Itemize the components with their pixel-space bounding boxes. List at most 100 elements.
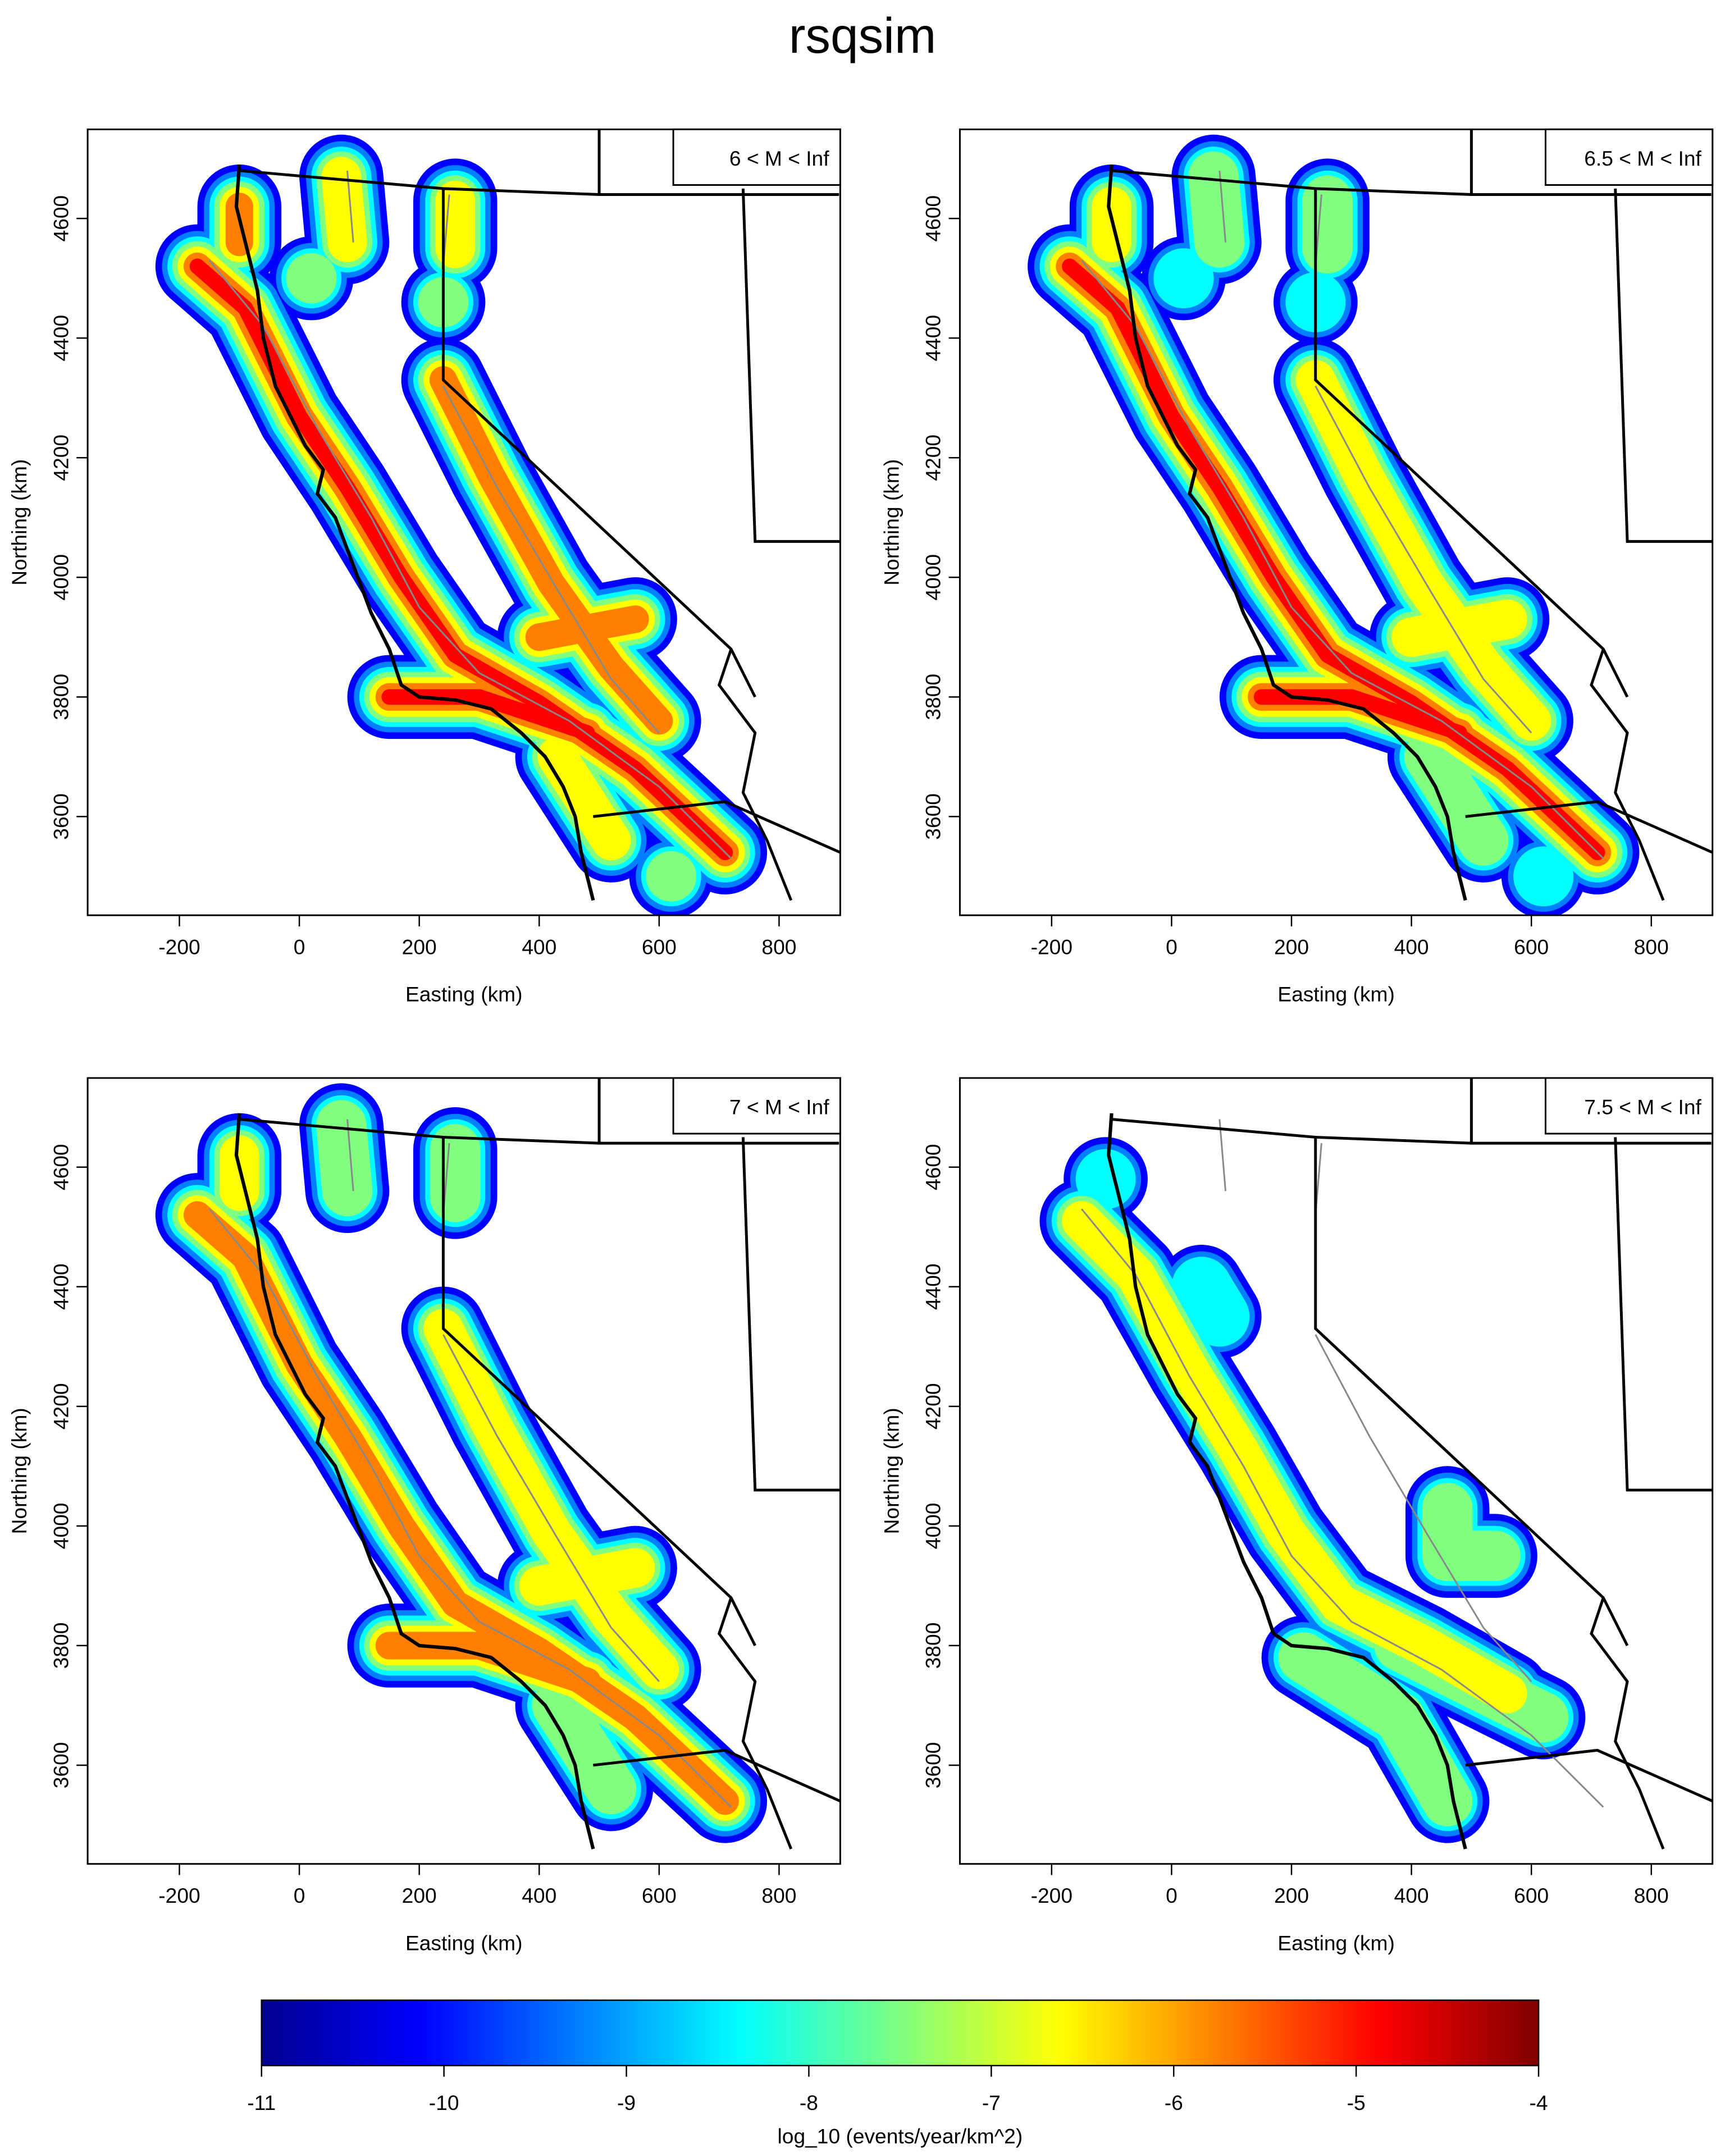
- y-tick-label: 4400: [49, 315, 72, 362]
- y-tick-label: 3800: [49, 1623, 72, 1669]
- state-border: [1590, 1597, 1665, 1850]
- heat-band: [1391, 599, 1527, 657]
- fault-trace: [1315, 385, 1532, 734]
- y-tick-label: 4400: [49, 1263, 72, 1310]
- heat-band: [1422, 1483, 1521, 1581]
- heat-band: [429, 366, 673, 735]
- plot-frame: [86, 128, 841, 916]
- x-tick-label: 400: [522, 1884, 556, 1907]
- state-border: [1111, 1118, 1712, 1145]
- x-tick-label: 400: [1394, 935, 1429, 959]
- state-border: [441, 188, 756, 698]
- state-border: [1465, 800, 1713, 854]
- state-border: [1314, 1137, 1629, 1647]
- state-border: [441, 1137, 756, 1647]
- x-axis-label: Easting (km): [405, 983, 523, 1006]
- fault-trace: [346, 170, 354, 243]
- x-tick-label: -200: [1031, 1884, 1073, 1907]
- x-tick-label: 200: [402, 1884, 437, 1907]
- colorbar: [261, 1999, 1540, 2067]
- panel-label-box: [1544, 128, 1714, 186]
- fault-trace: [1315, 1334, 1532, 1682]
- x-tick-label: 0: [294, 1884, 305, 1907]
- coastline: [234, 165, 595, 901]
- heat-band: [1278, 1632, 1473, 1826]
- state-border: [1590, 648, 1665, 901]
- heat-band: [537, 737, 631, 861]
- fault-trace: [346, 1119, 354, 1191]
- y-tick-label: 4600: [49, 1144, 72, 1190]
- state-border: [239, 1118, 839, 1145]
- x-tick-label: 600: [1514, 1884, 1549, 1907]
- y-axis-label: Northing (km): [879, 1408, 903, 1534]
- fault-trace: [442, 385, 660, 734]
- x-tick-label: 200: [1274, 1884, 1309, 1907]
- state-border: [1614, 188, 1713, 543]
- x-tick-label: 0: [294, 935, 305, 959]
- colorbar-tick-label: -8: [800, 2091, 818, 2114]
- fault-trace: [1219, 1119, 1227, 1191]
- x-tick-label: 0: [1166, 935, 1178, 959]
- state-border: [1111, 169, 1712, 196]
- state-border: [1314, 188, 1629, 698]
- heat-band: [1404, 731, 1509, 866]
- x-tick-label: 800: [1634, 1884, 1669, 1907]
- colorbar-tick-label: -10: [429, 2091, 459, 2114]
- y-axis-label: Northing (km): [7, 459, 31, 586]
- map-area: [155, 129, 841, 916]
- x-tick-label: 0: [1166, 1884, 1178, 1907]
- y-tick-label: 4000: [49, 1503, 72, 1550]
- state-border: [717, 648, 793, 901]
- panel-label: 7 < M < Inf: [729, 1095, 829, 1118]
- x-tick-label: 800: [761, 1884, 796, 1907]
- y-tick-label: 3600: [49, 793, 72, 840]
- x-axis-label: Easting (km): [405, 1931, 523, 1954]
- x-tick-label: 800: [1634, 935, 1669, 959]
- y-tick-label: 4400: [921, 315, 945, 362]
- fault-trace: [442, 1334, 660, 1682]
- state-border: [239, 169, 839, 196]
- y-tick-label: 4200: [921, 1383, 945, 1429]
- x-tick-label: 600: [642, 935, 677, 959]
- panel-label-box: [672, 128, 841, 186]
- y-tick-label: 3600: [921, 1742, 945, 1789]
- x-tick-label: 400: [1394, 1884, 1429, 1907]
- plot-frame: [959, 1077, 1714, 1865]
- heat-band: [316, 1100, 373, 1217]
- y-tick-label: 3800: [921, 674, 945, 720]
- panel-label-box: [672, 1077, 841, 1135]
- state-border: [741, 188, 841, 543]
- heat-band: [532, 1680, 637, 1815]
- heat-band: [423, 1309, 679, 1689]
- y-tick-label: 4000: [921, 1503, 945, 1550]
- colorbar-label: log_10 (events/year/km^2): [778, 2125, 1023, 2148]
- y-tick-label: 4600: [49, 195, 72, 242]
- y-tick-label: 4200: [49, 1383, 72, 1429]
- map-area: [155, 1078, 841, 1850]
- heat-band: [1188, 151, 1245, 268]
- y-tick-label: 4400: [921, 1263, 945, 1310]
- heat-band: [1171, 1257, 1250, 1347]
- map-area: [1028, 129, 1713, 916]
- state-border: [741, 1137, 841, 1492]
- fault-trace: [1081, 1208, 1604, 1808]
- y-tick-label: 4200: [921, 435, 945, 481]
- y-tick-label: 4600: [921, 195, 945, 242]
- plot-frame: [86, 1077, 841, 1865]
- colorbar-tick-label: -6: [1165, 2091, 1183, 2114]
- heat-band: [525, 605, 649, 651]
- x-tick-label: -200: [158, 1884, 200, 1907]
- colorbar-tick-label: -7: [982, 2091, 1001, 2114]
- fault-trace: [208, 259, 732, 859]
- x-tick-label: 800: [761, 935, 796, 959]
- fault-trace: [1081, 259, 1604, 859]
- y-tick-label: 3800: [921, 1623, 945, 1669]
- colorbar-tick-label: -9: [617, 2091, 636, 2114]
- x-tick-label: 200: [1274, 935, 1309, 959]
- heat-band: [1295, 360, 1551, 741]
- y-axis-label: Northing (km): [879, 459, 903, 586]
- x-tick-label: 600: [1514, 935, 1549, 959]
- heat-band: [321, 157, 367, 262]
- panel-label: 7.5 < M < Inf: [1584, 1095, 1701, 1118]
